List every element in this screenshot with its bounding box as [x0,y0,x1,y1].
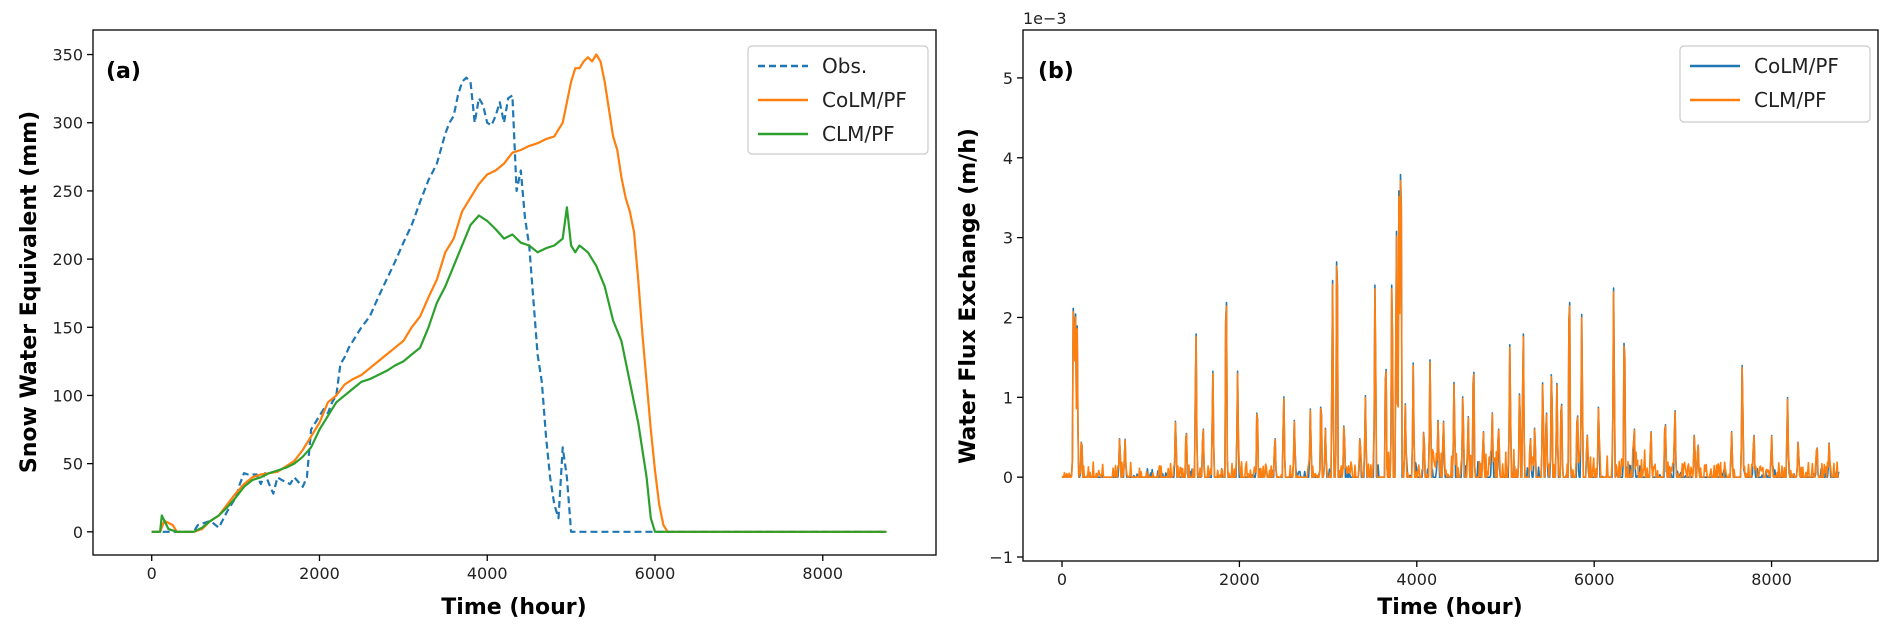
panel-b-y-tick-label: 5 [1003,69,1013,88]
panel-b-ticks: 0 2000 4000 6000 8000 −1 0 1 2 3 4 5 [989,69,1792,589]
panel-a-x-tick-label: 0 [147,564,157,583]
panel-b-axes-frame [1022,29,1879,562]
panel-b-y-tick-label: 3 [1003,229,1013,248]
panel-b-x-tick-label: 4000 [1396,570,1437,589]
panel-a-y-tick-label: 50 [63,455,83,474]
panel-a-legend-frame [747,45,929,155]
panel-a-y-tick-label: 100 [52,386,83,405]
panel-a-colm-pf-line [151,53,887,533]
panel-a-x-tick-label: 4000 [467,564,508,583]
panel-a-label: (a) [106,59,141,84]
panel-b-y-tick-label: 2 [1003,308,1013,327]
panel-b-y-axis-title: Water Flux Exchange (m/h) [956,128,981,464]
panel-a-legend-label-colm: CoLM/PF [822,88,907,112]
panel-b: 0 2000 4000 6000 8000 −1 0 1 2 3 4 5 1e−3 (b) Time … [956,9,1879,620]
panel-a-axes-frame [92,29,937,556]
panel-a-x-axis-title: Time (hour) [441,595,586,620]
panel-b-legend-label-colm: CoLM/PF [1754,54,1839,78]
panel-a-x-tick-label: 2000 [299,564,340,583]
panel-a-legend-label-obs: Obs. [822,54,867,78]
panel-a-y-tick-label: 200 [52,250,83,269]
panel-a-y-tick-label: 250 [52,182,83,201]
panel-a-obs-line [151,76,887,533]
panel-a-y-tick-label: 350 [52,46,83,65]
panel-a-x-tick-label: 8000 [802,564,843,583]
panel-b-y-tick-label: 0 [1003,468,1013,487]
panel-b-label: (b) [1038,59,1074,84]
panel-a-clm-pf-line [151,206,887,533]
panel-a-y-tick-label: 150 [52,318,83,337]
panel-b-clm-pf-line [1061,179,1839,478]
panel-b-legend-label-clm: CLM/PF [1754,88,1827,112]
panel-b-x-tick-label: 6000 [1574,570,1615,589]
panel-a-y-tick-label: 0 [73,523,83,542]
panel-b-y-tick-label: −1 [989,548,1013,567]
panel-b-x-tick-label: 0 [1057,570,1067,589]
panel-a-legend-label-clm: CLM/PF [822,122,895,146]
panel-b-x-tick-label: 8000 [1751,570,1792,589]
panel-a-x-tick-label: 6000 [635,564,676,583]
panel-b-offset-label: 1e−3 [1023,9,1067,28]
panel-a-y-tick-label: 300 [52,114,83,133]
panel-a-series-group [151,53,887,533]
panel-b-y-tick-label: 1 [1003,388,1013,407]
panel-b-y-tick-label: 4 [1003,149,1013,168]
panel-b-x-axis-title: Time (hour) [1377,595,1522,620]
panel-b-colm-pf-line [1062,173,1840,478]
panel-b-x-tick-label: 2000 [1219,570,1260,589]
panel-a: 0 2000 4000 6000 8000 0 50 100 150 200 250 300 350 (… [17,29,937,620]
panel-b-series-group [1061,173,1840,478]
panel-a-y-axis-title: Snow Water Equivalent (mm) [17,111,42,473]
panel-a-legend: Obs. CoLM/PF CLM/PF [747,45,929,155]
panel-a-ticks: 0 2000 4000 6000 8000 0 50 100 150 200 250 300 350 [52,46,843,583]
panel-b-legend: CoLM/PF CLM/PF [1679,45,1871,123]
